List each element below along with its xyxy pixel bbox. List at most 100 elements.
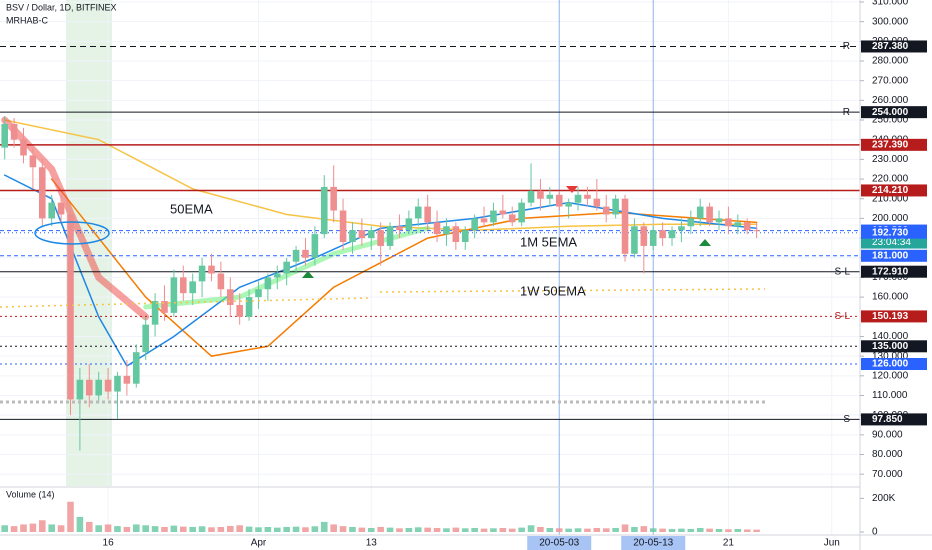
candle-body: [10, 123, 18, 140]
price-tag: [861, 358, 927, 371]
candle-body: [631, 226, 638, 254]
volume-bar: [264, 526, 272, 532]
x-tick-label: 16: [103, 538, 115, 549]
y-tick-label: 200.000: [872, 213, 909, 224]
candle-body: [367, 230, 375, 239]
volume-bar: [29, 523, 37, 532]
candle-body: [179, 277, 187, 294]
candle-body: [114, 375, 121, 392]
candle-body: [649, 230, 657, 246]
price-tag-label: 135.000: [872, 341, 909, 352]
volume-bar: [452, 527, 460, 532]
y-tick-label: 230.000: [872, 154, 909, 165]
candle-body: [696, 206, 704, 219]
y-tick-label: 220.000: [872, 174, 909, 185]
volume-bar: [743, 529, 751, 532]
y-tick-label: 0: [872, 527, 878, 538]
candle-body: [311, 234, 319, 258]
volume-bar: [86, 521, 93, 532]
volume-bar: [226, 525, 234, 532]
volume-bar: [546, 527, 554, 532]
price-tag-label: 97.850: [872, 414, 903, 425]
volume-bar: [161, 526, 168, 532]
candle-body: [142, 324, 149, 353]
volume-bar: [631, 526, 638, 532]
x-tick-label: 20-05-13: [633, 538, 673, 549]
volume-bar: [424, 527, 431, 532]
candle-body: [264, 277, 272, 290]
x-tick-label: Jun: [824, 538, 840, 549]
y-tick-label: 140.000: [872, 331, 909, 342]
y-tick-label: 250.000: [872, 115, 909, 126]
price-tag: [861, 40, 927, 53]
volume-bar: [687, 528, 695, 532]
volume-bar: [123, 526, 131, 532]
volume-bar: [396, 528, 403, 532]
volume-bar: [179, 526, 187, 532]
volume-bar: [132, 524, 140, 532]
candle-body: [668, 230, 676, 239]
volume-bar: [255, 527, 262, 532]
volume-bar: [649, 528, 657, 532]
price-tag: [861, 138, 927, 151]
candle-body: [452, 226, 460, 243]
candle-body: [302, 249, 309, 258]
volume-bar: [715, 528, 723, 532]
candle-body: [555, 194, 563, 207]
candle-body: [208, 265, 215, 274]
volume-label: Volume (14): [6, 489, 55, 499]
volume-bar: [490, 528, 497, 532]
grid: [0, 0, 860, 535]
price-tag-label: 214.210: [872, 185, 909, 196]
candle-body: [292, 249, 300, 262]
candle-body: [161, 301, 168, 313]
volume-bar: [584, 528, 591, 532]
candle-body: [593, 198, 601, 207]
price-tag-label: 126.000: [872, 359, 909, 370]
volume-bar: [734, 528, 742, 532]
candle-body: [67, 214, 74, 400]
volume-bar: [621, 524, 629, 532]
candle-body: [245, 297, 253, 317]
candle-body: [1, 123, 8, 148]
volume-bar: [189, 526, 196, 532]
y-tick-label: 200K: [872, 493, 896, 504]
circle-annotation: [34, 221, 110, 245]
annotation: 1M 5EMA: [520, 234, 577, 249]
price-tag-label: 150.193: [872, 311, 909, 322]
price-tag-label: 172.910: [872, 266, 909, 277]
date-highlight: [527, 536, 592, 550]
candle-body: [377, 230, 384, 246]
candle-body: [104, 379, 112, 392]
volume-bar: [377, 526, 384, 532]
candle-body: [39, 167, 46, 219]
candle-body: [443, 226, 450, 235]
volume-bar: [499, 527, 507, 532]
volume-bar: [508, 528, 516, 532]
volume-bar: [208, 527, 215, 532]
y-tick-label: 280.000: [872, 56, 909, 67]
candle-body: [273, 273, 281, 278]
volume-bar: [217, 526, 225, 532]
candle-body: [687, 218, 695, 227]
volume-bar: [104, 524, 112, 532]
candle-body: [189, 281, 196, 294]
level-note: R: [843, 41, 850, 52]
y-tick-label: 210.000: [872, 193, 909, 204]
level-note: R: [843, 107, 850, 118]
candle-body: [330, 186, 337, 211]
candle-body: [546, 194, 554, 199]
candle-body: [753, 230, 760, 232]
candle-body: [57, 202, 65, 215]
volume-bar: [358, 527, 366, 532]
volume-bar: [245, 526, 253, 532]
candle-body: [396, 226, 403, 231]
volume-bar: [405, 527, 413, 532]
y-tick-label: 270.000: [872, 75, 909, 86]
candle-body: [236, 304, 243, 317]
volume-bar: [537, 526, 544, 532]
candle-body: [490, 210, 497, 223]
candle-body: [461, 230, 469, 243]
price-tag: [861, 340, 927, 353]
